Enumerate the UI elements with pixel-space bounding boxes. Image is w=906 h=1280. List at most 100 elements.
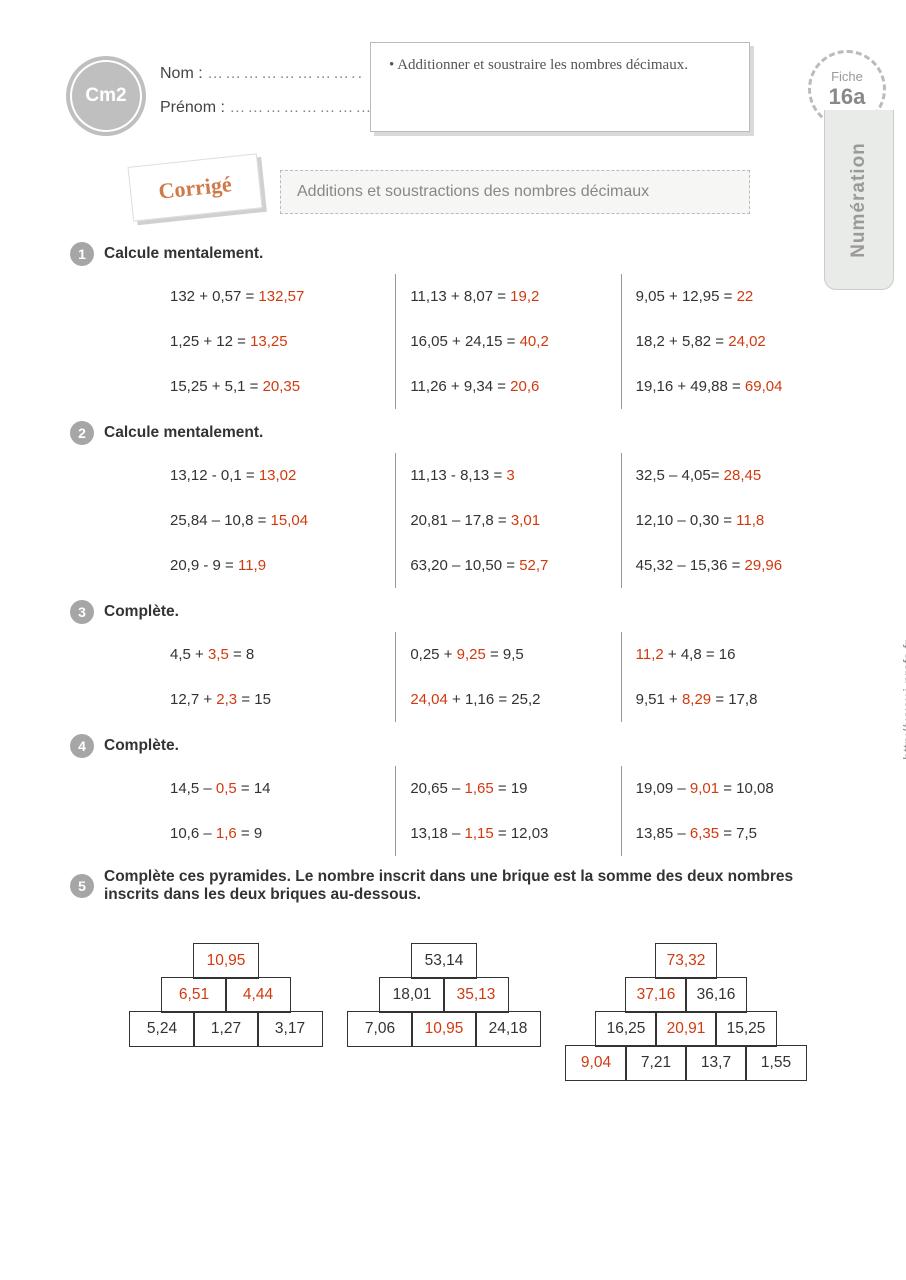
- calc-item: 14,5 – 0,5 = 14: [170, 766, 385, 811]
- grade-badge: Cm2: [70, 60, 142, 132]
- calc-item: 1,25 + 12 = 13,25: [170, 319, 385, 364]
- calc-item: 16,05 + 24,15 = 40,2: [410, 319, 610, 364]
- pyramids-container: 10,956,514,445,241,273,1753,1418,0135,13…: [130, 944, 806, 1080]
- source-url: http://www.i-profs.fr: [900, 640, 906, 760]
- answer: 13,25: [250, 333, 288, 350]
- brick: 10,95: [411, 1011, 477, 1047]
- exercise-number: 1: [70, 242, 94, 266]
- prenom-dots: ……………………: [229, 99, 373, 116]
- calc-item: 15,25 + 5,1 = 20,35: [170, 364, 385, 409]
- answer: 1,15: [465, 825, 494, 842]
- answer: 11,8: [736, 512, 764, 529]
- name-fields: Nom : …………………….. Prénom : ……………………: [160, 65, 373, 133]
- answer: 24,04: [410, 691, 448, 708]
- answer: 29,96: [745, 557, 783, 574]
- brick: 37,16: [625, 977, 687, 1013]
- answer: 1,6: [216, 825, 237, 842]
- calc-item: 13,12 - 0,1 = 13,02: [170, 453, 385, 498]
- calc-item: 19,16 + 49,88 = 69,04: [636, 364, 836, 409]
- brick: 15,25: [715, 1011, 777, 1047]
- calc-item: 132 + 0,57 = 132,57: [170, 274, 385, 319]
- exercise-title: Calcule mentalement.: [104, 245, 263, 263]
- answer: 20,6: [510, 378, 539, 395]
- objective-box: Additionner et soustraire les nombres dé…: [370, 42, 750, 132]
- exercise-title: Complète ces pyramides. Le nombre inscri…: [104, 868, 846, 904]
- calc-item: 12,10 – 0,30 = 11,8: [636, 498, 836, 543]
- answer: 0,5: [216, 780, 237, 797]
- pyramid: 73,3237,1636,1616,2520,9115,259,047,2113…: [566, 944, 806, 1080]
- brick: 1,55: [745, 1045, 807, 1081]
- calc-item: 12,7 + 2,3 = 15: [170, 677, 385, 722]
- brick: 20,91: [655, 1011, 717, 1047]
- corrige-tag: Corrigé: [127, 153, 262, 221]
- exercise-title: Calcule mentalement.: [104, 424, 263, 442]
- worksheet-header: Cm2 Nom : …………………….. Prénom : …………………… A…: [70, 30, 846, 230]
- calc-item: 32,5 – 4,05= 28,45: [636, 453, 836, 498]
- pyramid: 10,956,514,445,241,273,17: [130, 944, 322, 1080]
- calc-item: 24,04 + 1,16 = 25,2: [410, 677, 610, 722]
- calc-item: 20,9 - 9 = 11,9: [170, 543, 385, 588]
- answer: 24,02: [728, 333, 766, 350]
- brick: 24,18: [475, 1011, 541, 1047]
- brick: 6,51: [161, 977, 227, 1013]
- answer: 3,01: [511, 512, 540, 529]
- answer: 19,2: [510, 288, 539, 305]
- prenom-label: Prénom :: [160, 99, 225, 116]
- answer: 15,04: [271, 512, 309, 529]
- brick: 10,95: [193, 943, 259, 979]
- calc-item: 4,5 + 3,5 = 8: [170, 632, 385, 677]
- exercise-title: Complète.: [104, 737, 179, 755]
- nom-label: Nom :: [160, 65, 203, 82]
- answer: 8,29: [682, 691, 711, 708]
- brick: 9,04: [565, 1045, 627, 1081]
- category-tab: Numération: [824, 110, 894, 290]
- exercise-title: Complète.: [104, 603, 179, 621]
- brick: 7,06: [347, 1011, 413, 1047]
- calc-item: 20,81 – 17,8 = 3,01: [410, 498, 610, 543]
- calc-item: 13,18 – 1,15 = 12,03: [410, 811, 610, 856]
- answer: 11,2: [636, 646, 664, 663]
- exercise-number: 3: [70, 600, 94, 624]
- answer: 13,02: [259, 467, 297, 484]
- answer: 132,57: [258, 288, 304, 305]
- fiche-number: 16a: [829, 84, 866, 110]
- calc-item: 9,05 + 12,95 = 22: [636, 274, 836, 319]
- calc-item: 20,65 – 1,65 = 19: [410, 766, 610, 811]
- answer: 3,5: [208, 646, 229, 663]
- answer: 9,01: [690, 780, 719, 797]
- brick: 3,17: [257, 1011, 323, 1047]
- brick: 53,14: [411, 943, 477, 979]
- exercise-number: 5: [70, 874, 94, 898]
- calc-item: 25,84 – 10,8 = 15,04: [170, 498, 385, 543]
- answer: 1,65: [465, 780, 494, 797]
- answer: 3: [506, 467, 514, 484]
- calc-item: 13,85 – 6,35 = 7,5: [636, 811, 836, 856]
- pyramid: 53,1418,0135,137,0610,9524,18: [348, 944, 540, 1080]
- answer: 52,7: [519, 557, 548, 574]
- exercise-number: 4: [70, 734, 94, 758]
- calc-item: 18,2 + 5,82 = 24,02: [636, 319, 836, 364]
- answer: 40,2: [520, 333, 549, 350]
- fiche-label: Fiche: [831, 69, 863, 84]
- calc-item: 45,32 – 15,36 = 29,96: [636, 543, 836, 588]
- answer: 28,45: [724, 467, 762, 484]
- exercise-number: 2: [70, 421, 94, 445]
- answer: 22: [737, 288, 754, 305]
- calc-item: 63,20 – 10,50 = 52,7: [410, 543, 610, 588]
- calc-item: 0,25 + 9,25 = 9,5: [410, 632, 610, 677]
- nom-dots: ……………………..: [207, 65, 364, 82]
- calc-item: 11,13 - 8,13 = 3: [410, 453, 610, 498]
- brick: 18,01: [379, 977, 445, 1013]
- answer: 11,9: [238, 557, 266, 574]
- calc-item: 11,26 + 9,34 = 20,6: [410, 364, 610, 409]
- calc-item: 19,09 – 9,01 = 10,08: [636, 766, 836, 811]
- brick: 5,24: [129, 1011, 195, 1047]
- brick: 16,25: [595, 1011, 657, 1047]
- brick: 7,21: [625, 1045, 687, 1081]
- answer: 2,3: [216, 691, 237, 708]
- brick: 36,16: [685, 977, 747, 1013]
- answer: 69,04: [745, 378, 783, 395]
- answer: 9,25: [457, 646, 486, 663]
- calc-item: 11,2 + 4,8 = 16: [636, 632, 836, 677]
- brick: 1,27: [193, 1011, 259, 1047]
